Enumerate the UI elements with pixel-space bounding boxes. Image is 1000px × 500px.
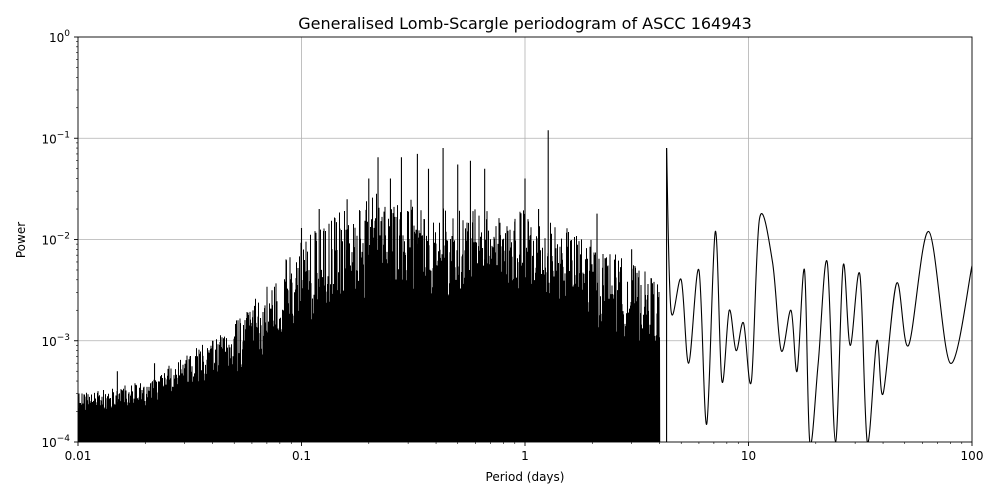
chart-title: Generalised Lomb-Scargle periodogram of … [298, 14, 752, 33]
y-tick-label: 10−3 [41, 333, 70, 349]
y-tick-label: 10−4 [41, 434, 70, 450]
x-tick-label: 0.1 [292, 449, 311, 463]
y-tick-label: 10−2 [41, 232, 70, 248]
y-tick-label: 100 [49, 29, 70, 45]
y-tick-label: 10−1 [41, 130, 70, 146]
y-axis-label: Power [14, 222, 28, 258]
x-tick-label: 10 [741, 449, 756, 463]
x-axis-label: Period (days) [486, 470, 565, 484]
x-tick-label: 1 [521, 449, 529, 463]
periodogram-smooth-trace [666, 148, 972, 442]
tick-layer: 0.01 0.1 1 10 100 10−4 10−3 10−2 10−1 100 [41, 29, 983, 463]
x-tick-label: 100 [961, 449, 984, 463]
data-layer [78, 130, 972, 442]
x-tick-label: 0.01 [65, 449, 92, 463]
